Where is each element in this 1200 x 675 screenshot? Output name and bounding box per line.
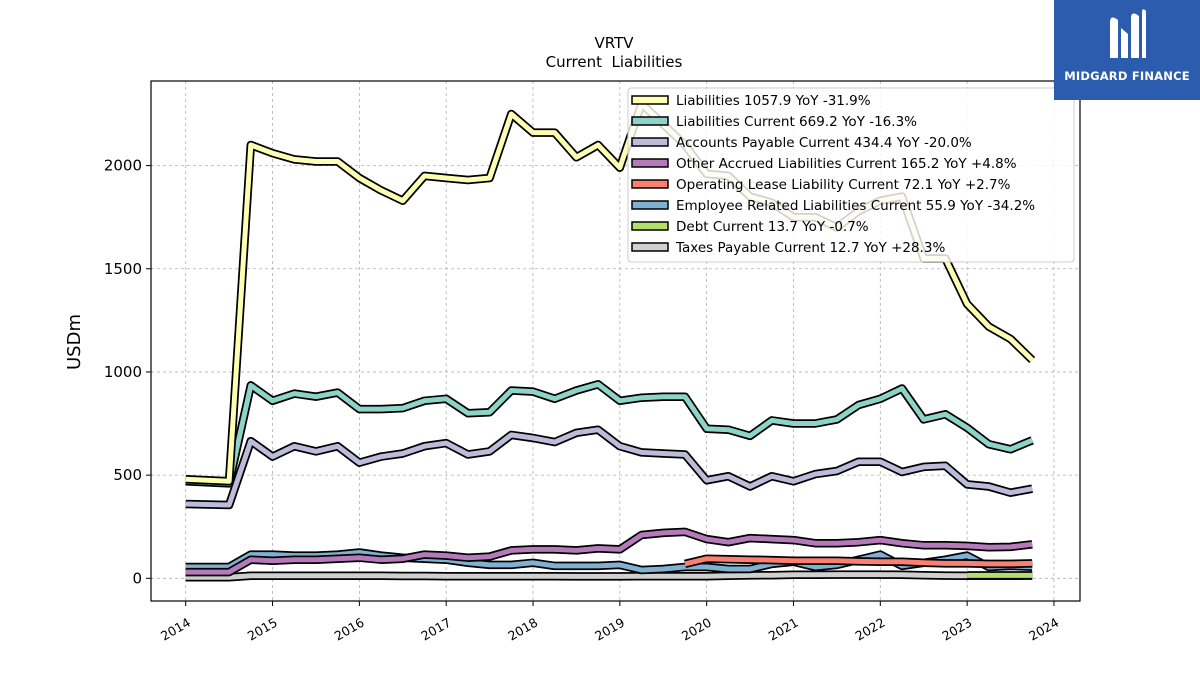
series-line xyxy=(185,570,1033,582)
plot-frame xyxy=(150,80,1081,602)
x-tick-label: 2023 xyxy=(939,615,974,644)
series-stroke xyxy=(185,529,1033,575)
series-stroke xyxy=(185,572,1033,580)
legend-item: Liabilities 1057.9 YoY -31.9% xyxy=(631,93,871,109)
brand-logo: MIDGARD FINANCE xyxy=(1054,0,1200,100)
legend-label: Other Accrued Liabilities Current 165.2 … xyxy=(676,156,1017,172)
series-line xyxy=(185,425,1033,510)
legend-label: Employee Related Liabilities Current 55.… xyxy=(676,198,1035,214)
x-tick-label: 2019 xyxy=(592,615,627,644)
y-tick-label: 0 xyxy=(132,569,142,587)
legend-label: Taxes Payable Current 12.7 YoY +28.3% xyxy=(675,240,945,256)
legend-label: Accounts Payable Current 434.4 YoY -20.0… xyxy=(676,135,972,151)
chart-title: VRTV xyxy=(594,34,634,52)
x-tick-label: 2017 xyxy=(418,615,453,644)
chart-subtitle: Current Liabilities xyxy=(546,53,683,71)
legend-swatch xyxy=(631,158,669,168)
legend-item: Taxes Payable Current 12.7 YoY +28.3% xyxy=(631,240,945,256)
legend-label: Liabilities Current 669.2 YoY -16.3% xyxy=(676,114,917,130)
series-stroke xyxy=(185,381,1034,486)
legend-item: Operating Lease Liability Current 72.1 Y… xyxy=(631,177,1011,193)
y-tick-label: 500 xyxy=(113,466,142,484)
x-tick-label: 2016 xyxy=(332,615,367,644)
x-tick-label: 2014 xyxy=(158,615,193,644)
legend-item: Other Accrued Liabilities Current 165.2 … xyxy=(631,156,1017,172)
x-tick-label: 2021 xyxy=(766,615,801,644)
x-tick-label: 2015 xyxy=(245,615,280,644)
legend: Liabilities 1057.9 YoY -31.9% Liabilities… xyxy=(627,87,1075,263)
legend-item: Employee Related Liabilities Current 55.… xyxy=(631,198,1035,214)
brand-name: MIDGARD FINANCE xyxy=(1064,69,1190,83)
series-stroke xyxy=(185,427,1033,508)
y-axis-label: USDm xyxy=(64,314,85,370)
legend-swatch xyxy=(631,200,669,210)
legend-swatch xyxy=(631,221,669,231)
series-line xyxy=(185,527,1033,577)
legend-swatch xyxy=(631,137,669,147)
x-tick-label: 2022 xyxy=(853,615,888,644)
series-line xyxy=(684,554,1033,569)
legend-swatch xyxy=(631,179,669,189)
legend-label: Debt Current 13.7 YoY -0.7% xyxy=(676,219,869,235)
legend-swatch xyxy=(631,95,669,105)
x-tick-label: 2020 xyxy=(679,615,714,644)
brand-mark-icon xyxy=(1110,9,1146,59)
series-stroke xyxy=(684,556,1033,567)
legend-item: Liabilities Current 669.2 YoY -16.3% xyxy=(631,114,917,130)
y-tick-label: 2000 xyxy=(104,157,142,175)
legend-item: Debt Current 13.7 YoY -0.7% xyxy=(631,219,869,235)
legend-swatch xyxy=(631,242,669,252)
legend-box xyxy=(627,87,1075,263)
y-tick-label: 1500 xyxy=(104,260,142,278)
series-line xyxy=(185,380,1034,488)
x-tick-label: 2024 xyxy=(1026,615,1061,644)
legend-swatch xyxy=(631,116,669,126)
y-tick-label: 1000 xyxy=(104,363,142,381)
legend-item: Accounts Payable Current 434.4 YoY -20.0… xyxy=(631,135,972,151)
x-tick-label: 2018 xyxy=(505,615,540,644)
legend-label: Liabilities 1057.9 YoY -31.9% xyxy=(676,93,871,109)
legend-label: Operating Lease Liability Current 72.1 Y… xyxy=(676,177,1011,193)
